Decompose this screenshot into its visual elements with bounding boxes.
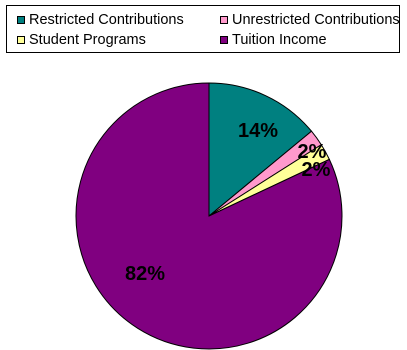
legend-label: Restricted Contributions (29, 12, 184, 28)
legend-swatch-unrestricted-contributions (220, 16, 228, 24)
pie-slice-labels: 14% 2% 2% 82% (125, 120, 331, 285)
legend-swatch-restricted-contributions (17, 16, 25, 24)
slice-label-student-programs: 2% (302, 159, 331, 181)
legend-item-tuition-income: Tuition Income (220, 32, 327, 48)
slice-label-restricted-contributions: 14% (238, 120, 278, 142)
pie-slices (75, 82, 343, 350)
chart-legend: Restricted Contributions Unrestricted Co… (6, 5, 400, 53)
slice-label-unrestricted-contributions: 2% (298, 141, 327, 163)
legend-swatch-student-programs (17, 36, 25, 44)
legend-item-restricted-contributions: Restricted Contributions (17, 12, 184, 28)
legend-item-student-programs: Student Programs (17, 32, 146, 48)
pie-slice-tuition-income (75, 82, 343, 350)
legend-swatch-tuition-income (220, 36, 228, 44)
pie-slice-restricted-contributions (208, 82, 313, 218)
legend-label: Tuition Income (232, 32, 327, 48)
legend-item-unrestricted-contributions: Unrestricted Contributions (220, 12, 400, 28)
legend-label: Student Programs (29, 32, 146, 48)
slice-label-tuition-income: 82% (125, 263, 165, 285)
legend-label: Unrestricted Contributions (232, 12, 400, 28)
